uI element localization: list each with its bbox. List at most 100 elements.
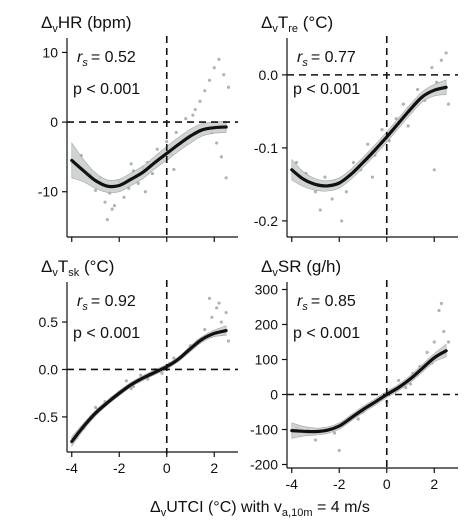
data-point (210, 315, 214, 319)
data-point (416, 87, 420, 92)
x-tick-label: 2 (430, 476, 438, 492)
data-point (330, 197, 334, 201)
p-value-label: p < 0.001 (73, 81, 140, 98)
y-tick-label: -0.1 (254, 140, 278, 156)
panel-tre: -0.2 -0.1 0.0 ΔvTre (°C) rs = 0.77 p < 0.001 (254, 13, 458, 242)
x-tick-label: -2 (113, 460, 126, 476)
data-point (432, 340, 436, 344)
data-point (207, 296, 212, 300)
spearman-r-value: = 0.85 (311, 293, 356, 310)
x-tick-label: 2 (210, 460, 218, 476)
data-point (226, 339, 231, 343)
data-point (219, 320, 223, 324)
data-point (380, 128, 384, 132)
data-point (215, 306, 219, 310)
data-point (318, 208, 322, 212)
panel-title-v: v (52, 23, 58, 35)
x-tick-label: -4 (286, 476, 299, 492)
data-point (437, 308, 441, 313)
fit-line (70, 125, 228, 189)
data-point (105, 217, 109, 222)
fit-line (290, 85, 448, 188)
spearman-r-sub: s (302, 301, 308, 313)
data-point (112, 204, 117, 208)
data-point (93, 405, 98, 410)
data-point (203, 89, 207, 93)
data-point (226, 85, 231, 89)
x-tick-label: 0 (383, 476, 391, 492)
y-tick-label: 0.0 (259, 67, 279, 83)
data-point (344, 190, 348, 194)
data-point (444, 51, 448, 55)
y-tick-label: 200 (255, 317, 279, 333)
data-point (217, 301, 221, 305)
spearman-r-label: rs = 0.92 (77, 293, 136, 313)
spearman-r-value: = 0.92 (91, 293, 136, 310)
p-value-label: p < 0.001 (293, 325, 360, 342)
x-tick-label: -4 (66, 460, 79, 476)
p-value-label: p < 0.001 (73, 325, 140, 342)
panel-sr: -200 -100 0 100 200 300 -4 -2 0 2 ΔvSR (g/h) rs = 0.… (250, 257, 458, 492)
y-tick-label: -100 (250, 422, 278, 438)
panel-title-main: T (278, 13, 288, 32)
data-point (340, 219, 344, 223)
panel-title-delta: Δ (41, 257, 52, 276)
data-point (446, 340, 451, 344)
y-tick-label: 0.0 (39, 361, 59, 377)
data-point (122, 195, 126, 199)
data-point (160, 371, 164, 375)
spearman-r-symbol: r (297, 49, 303, 66)
spearman-r-value: = 0.77 (311, 49, 356, 66)
y-tick-label: -0.2 (254, 213, 278, 229)
y-tick-label: -200 (250, 457, 278, 473)
data-point (110, 207, 114, 211)
data-point (155, 147, 159, 151)
panel-title-main: HR (58, 13, 83, 32)
panel-title: ΔvSR (g/h) (261, 257, 341, 279)
y-tick-label: 0.5 (39, 314, 59, 330)
p-value-label: p < 0.001 (293, 81, 360, 98)
panel-title-unit: (g/h) (301, 257, 341, 276)
data-point (203, 328, 207, 332)
panel-title-unit: (°C) (298, 13, 333, 32)
data-point (430, 65, 434, 70)
panel-title-sub: re (288, 23, 298, 35)
panel-tsk: -0.5 0.0 0.5 -4 -2 0 2 ΔvTsk (°C) rs = 0.92 p < 0.… (34, 257, 238, 476)
panel-title-main: T (58, 257, 68, 276)
confidence-band (291, 343, 447, 439)
x-axis-label-main: UTCI (°C) with v (166, 499, 282, 516)
data-point (191, 113, 195, 117)
fit-line (70, 329, 228, 444)
panel-title-v: v (52, 267, 58, 279)
y-tick-label: 0 (50, 114, 58, 130)
spearman-r-label: rs = 0.77 (297, 49, 356, 69)
panel-title-sub: sk (68, 267, 80, 279)
spearman-r-label: rs = 0.52 (77, 49, 136, 69)
data-point (294, 160, 299, 165)
panel-title: ΔvTsk (°C) (41, 257, 114, 279)
confidence-band (291, 79, 447, 192)
panel-title-v: v (272, 23, 278, 35)
data-point (432, 168, 436, 172)
data-point (207, 78, 212, 82)
y-tick-label: -0.5 (34, 409, 58, 425)
data-point (401, 102, 405, 106)
data-point (370, 175, 375, 179)
data-point (366, 142, 370, 146)
data-point (222, 73, 226, 77)
data-point (406, 124, 410, 128)
spearman-r-sub: s (82, 57, 88, 69)
panel-title: ΔvHR (bpm) (41, 13, 132, 35)
spearman-r-value: = 0.52 (91, 49, 136, 66)
data-point (172, 356, 176, 360)
data-point (397, 378, 401, 383)
data-point (356, 417, 360, 421)
data-point (313, 190, 318, 194)
data-point (224, 310, 228, 315)
panel-title-v: v (272, 267, 278, 279)
data-point (439, 301, 443, 306)
spearman-r-sub: s (302, 57, 308, 69)
x-tick-label: -2 (333, 476, 346, 492)
y-tick-label: -10 (38, 184, 58, 200)
